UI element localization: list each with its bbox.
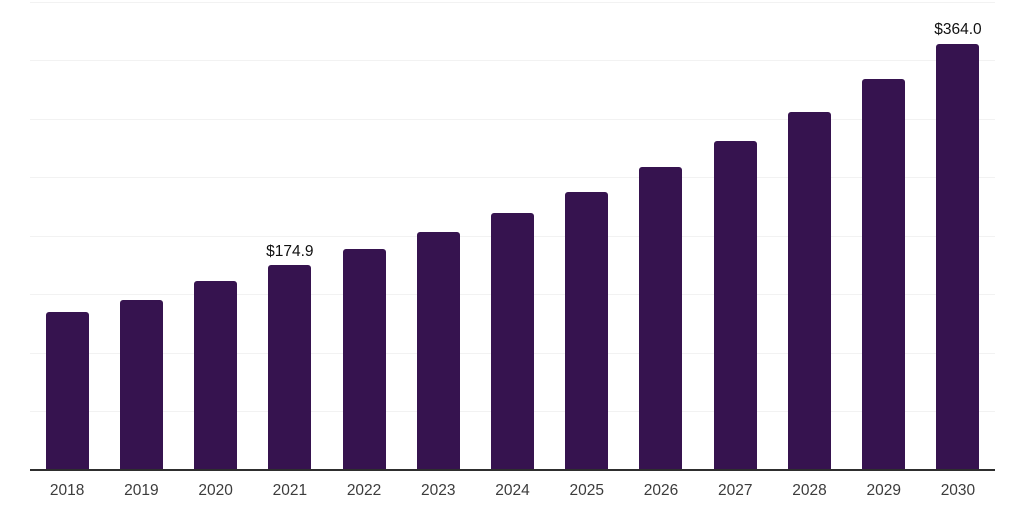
bar-slot-2020 bbox=[178, 0, 252, 470]
bar-slot-2018 bbox=[30, 0, 104, 470]
gridline-y-300 bbox=[30, 118, 995, 120]
x-axis-line bbox=[30, 469, 995, 471]
bar-slot-2026 bbox=[624, 0, 698, 470]
x-axis-tick-label-2023: 2023 bbox=[421, 482, 456, 499]
bar-2021 bbox=[268, 265, 312, 470]
bar-slot-2030: $364.0 bbox=[921, 0, 995, 470]
x-axis-tick-label-2030: 2030 bbox=[940, 482, 976, 499]
x-axis-tick-label-2022: 2022 bbox=[346, 482, 382, 499]
x-axis-tick-label-2029: 2029 bbox=[866, 482, 901, 499]
gridline-y-400 bbox=[30, 1, 995, 3]
bar-slot-2029 bbox=[847, 0, 921, 470]
bar-2027 bbox=[713, 141, 757, 470]
bar-series: $174.9 $364.0 bbox=[30, 0, 995, 470]
bar-2018 bbox=[45, 312, 89, 470]
bar-value-label-2030: $364.0 bbox=[934, 21, 982, 39]
bar-2022 bbox=[342, 249, 386, 470]
bar-2026 bbox=[639, 167, 683, 470]
gridline-y-250 bbox=[30, 177, 995, 179]
bar-slot-2021: $174.9 bbox=[253, 0, 327, 470]
x-axis-tick-label-2028: 2028 bbox=[792, 482, 827, 499]
x-axis-tick-label-2024: 2024 bbox=[495, 482, 530, 499]
bar-slot-2022 bbox=[327, 0, 401, 470]
bar-2030 bbox=[936, 43, 980, 470]
x-axis-tick-label-2026: 2026 bbox=[643, 482, 679, 499]
bar-slot-2025 bbox=[550, 0, 624, 470]
x-axis-tick-label-2018: 2018 bbox=[49, 482, 85, 499]
x-axis-labels: 2018 2019 2020 2021 2022 2023 2024 2025 2026 2027… bbox=[30, 482, 995, 501]
bar-2029 bbox=[862, 79, 906, 470]
bar-2028 bbox=[787, 112, 831, 470]
x-axis-tick-label-2021: 2021 bbox=[272, 482, 308, 499]
bar-slot-2027 bbox=[698, 0, 772, 470]
bar-2025 bbox=[565, 191, 609, 470]
bar-2023 bbox=[416, 232, 460, 470]
x-axis-tick-label-2027: 2027 bbox=[717, 482, 753, 499]
bar-value-label-2021: $174.9 bbox=[266, 242, 314, 260]
plot-area: $174.9 $364.0 bbox=[30, 0, 995, 470]
x-axis-tick-label-2019: 2019 bbox=[124, 482, 159, 499]
x-axis-tick-label-2020: 2020 bbox=[198, 482, 233, 499]
bar-slot-2023 bbox=[401, 0, 475, 470]
bar-2019 bbox=[119, 299, 163, 470]
gridline-y-350 bbox=[30, 60, 995, 62]
bar-slot-2024 bbox=[475, 0, 549, 470]
bar-slot-2019 bbox=[104, 0, 178, 470]
bar-2024 bbox=[491, 212, 535, 470]
bar-2020 bbox=[194, 280, 238, 470]
x-axis-tick-label-2025: 2025 bbox=[569, 482, 604, 499]
bar-slot-2028 bbox=[772, 0, 846, 470]
